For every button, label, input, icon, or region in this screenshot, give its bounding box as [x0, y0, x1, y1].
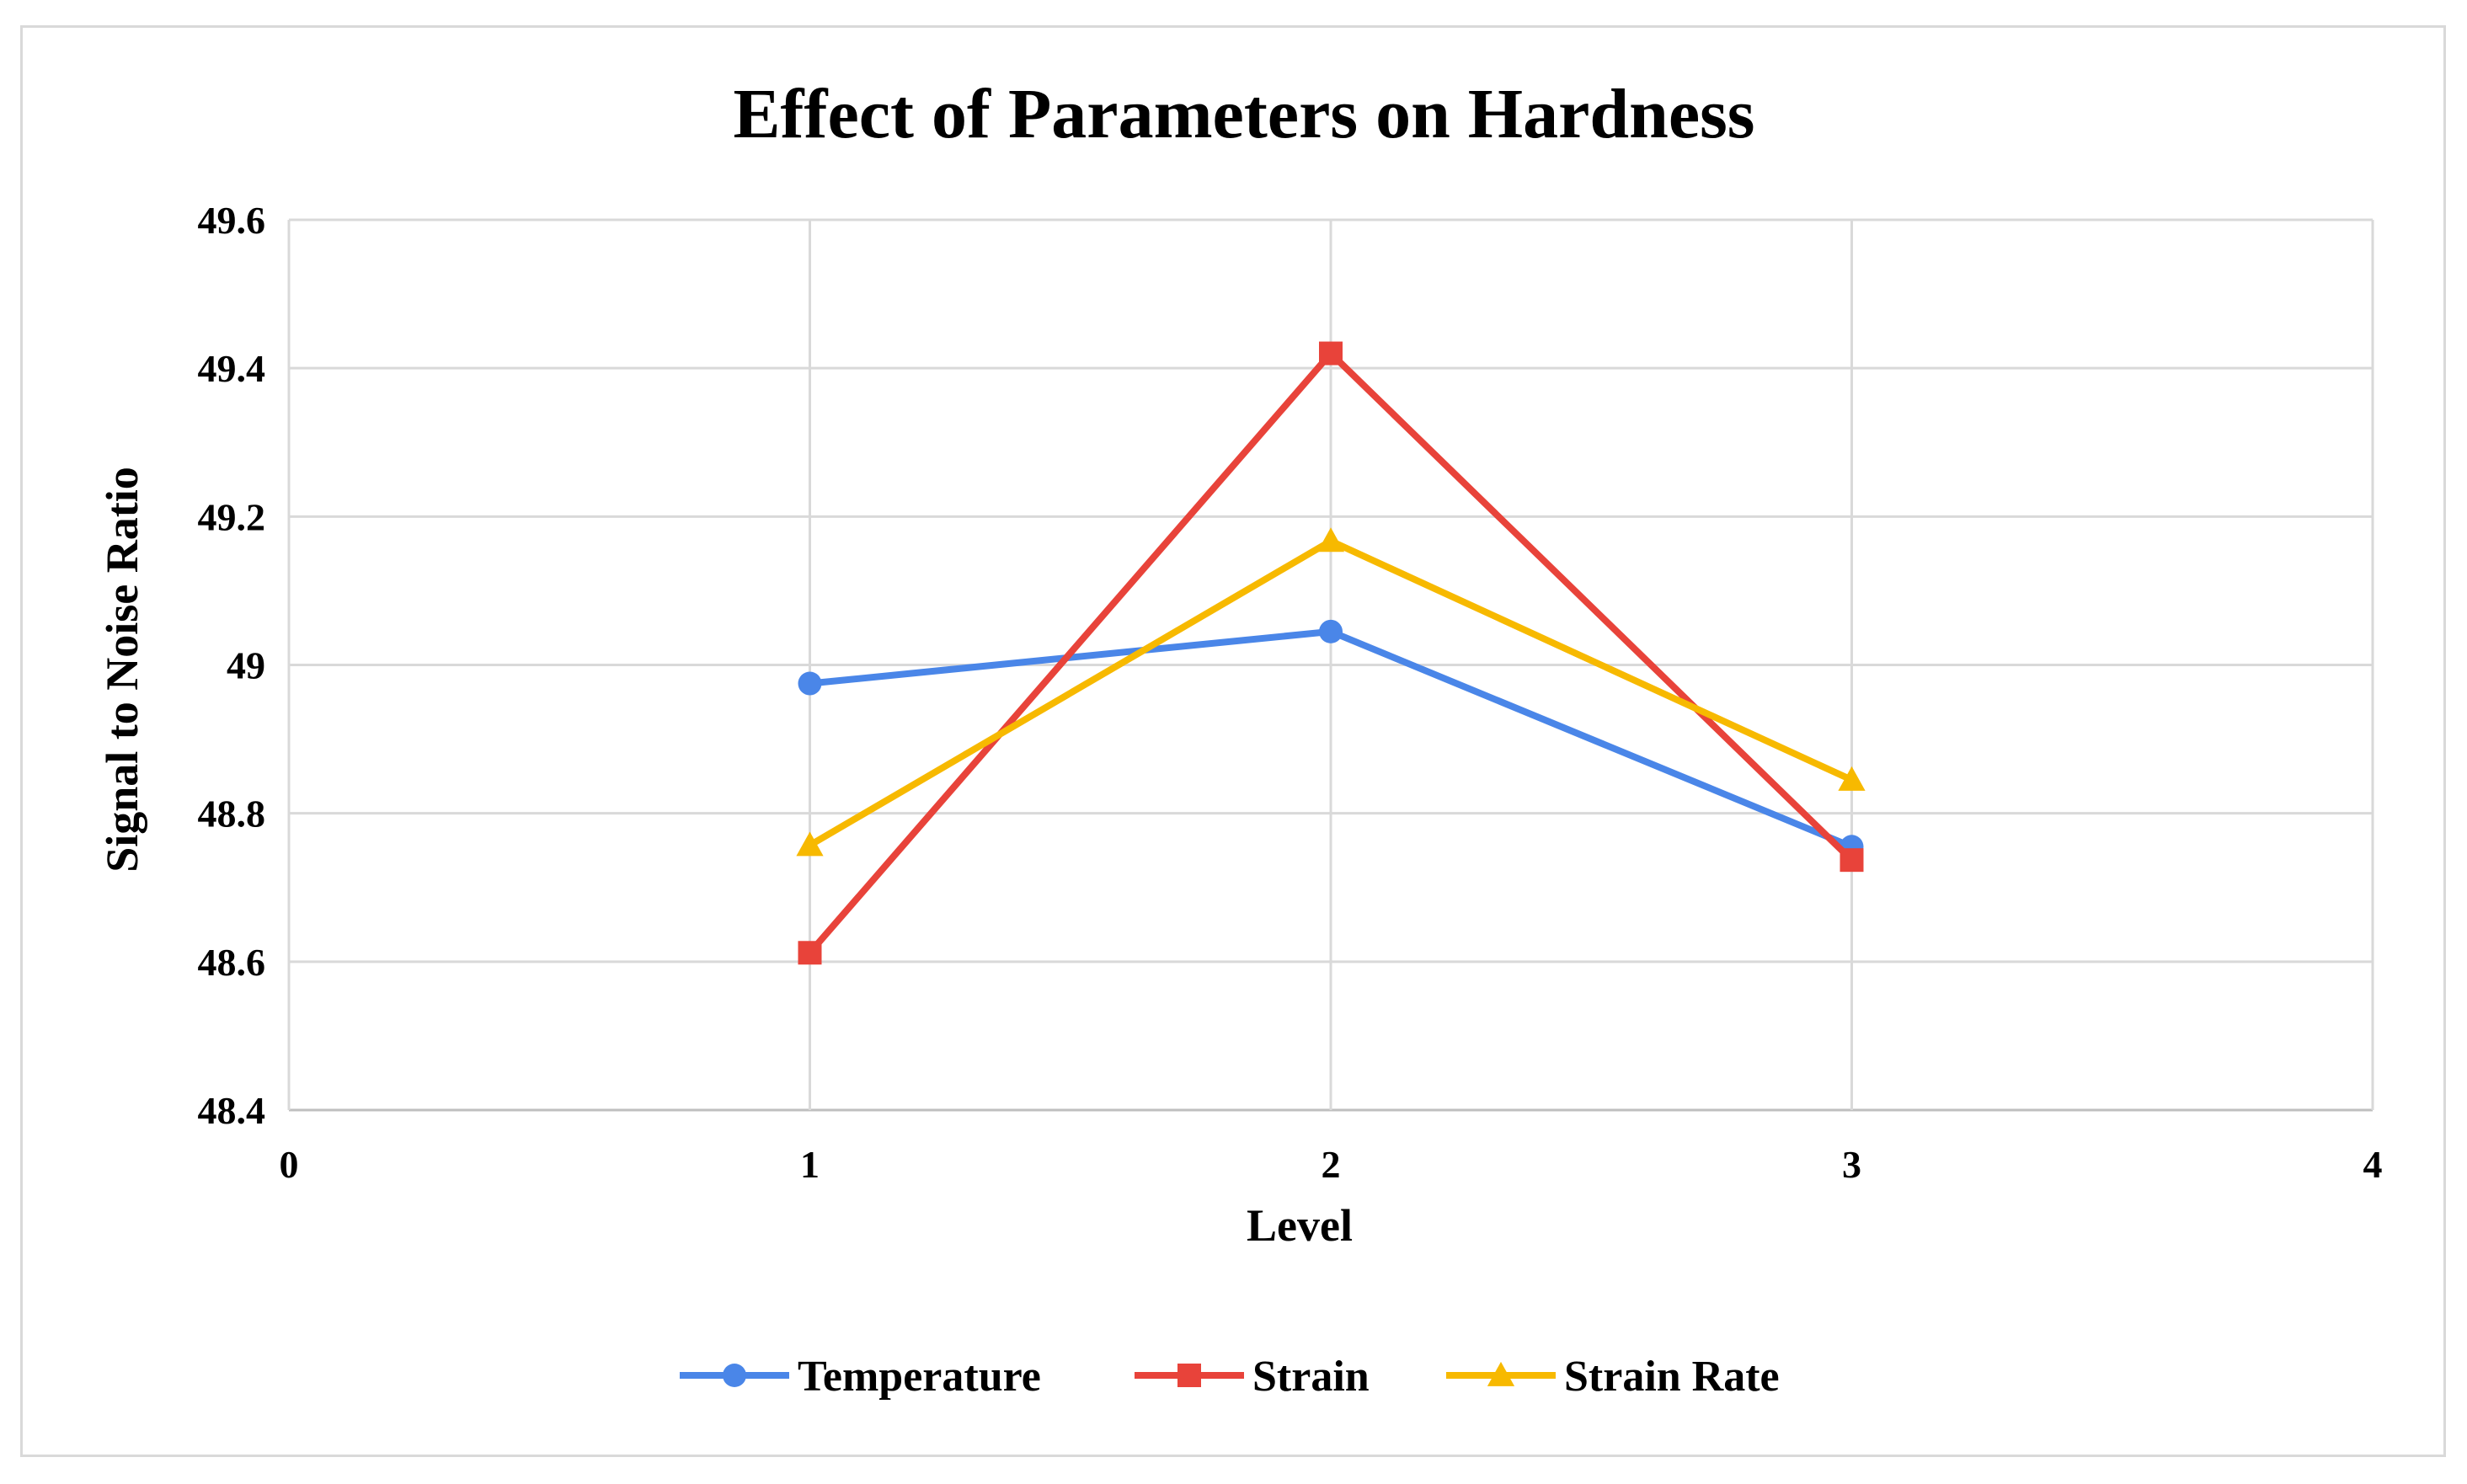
grid-layer [287, 218, 2374, 1112]
y-tick-label: 48.4 [198, 1089, 266, 1132]
legend-marker-temperature [723, 1364, 746, 1387]
x-axis-label: Level [1247, 1200, 1353, 1251]
y-tick-label: 49 [227, 644, 265, 687]
legend: Temperature Strain Strain Rate [680, 1353, 1780, 1401]
series-layer [796, 341, 1866, 965]
x-tick-label: 2 [1322, 1143, 1341, 1186]
strain-rate-point [1316, 527, 1345, 552]
y-tick-label: 49.2 [198, 495, 266, 538]
chart-title: Effect of Parameters on Hardness [734, 75, 1755, 153]
legend-label-temperature: Temperature [798, 1353, 1041, 1401]
legend-marker-strain [1177, 1364, 1201, 1387]
legend-label-strain-rate: Strain Rate [1564, 1353, 1780, 1401]
legend-item-strain-rate: Strain Rate [1446, 1353, 1780, 1401]
x-tick-label: 1 [800, 1143, 820, 1186]
chart-frame: Effect of Parameters on Hardness 48.4 48.… [20, 25, 2446, 1457]
temperature-point [798, 671, 822, 696]
x-tick-label: 0 [280, 1143, 299, 1186]
strain-rate-point [1838, 766, 1866, 791]
strain-point [1840, 848, 1864, 873]
legend-item-temperature: Temperature [680, 1353, 1041, 1401]
series-strain [798, 341, 1864, 965]
x-tick-label: 4 [2363, 1143, 2383, 1186]
strain-point [798, 941, 822, 965]
y-tick-label: 49.4 [198, 347, 266, 390]
tick-layer: 48.4 48.6 48.8 49 49.2 49.4 49.6 0 1 2 3 4 [198, 199, 2383, 1186]
legend-marker-strain-rate [1487, 1361, 1515, 1386]
series-strain-rate [796, 527, 1866, 857]
y-tick-label: 49.6 [198, 199, 266, 242]
strain-point [1319, 341, 1343, 366]
strain-rate-point [796, 831, 824, 857]
legend-item-strain: Strain [1135, 1353, 1370, 1401]
temperature-point [1319, 619, 1343, 643]
x-tick-label: 3 [1842, 1143, 1861, 1186]
line-chart: Effect of Parameters on Hardness 48.448.… [97, 75, 2383, 1401]
y-tick-label: 48.6 [198, 941, 266, 984]
y-tick-label: 48.8 [198, 793, 266, 835]
y-axis-label: Signal to Noise Ratio [97, 467, 147, 873]
legend-label-strain: Strain [1252, 1353, 1370, 1401]
